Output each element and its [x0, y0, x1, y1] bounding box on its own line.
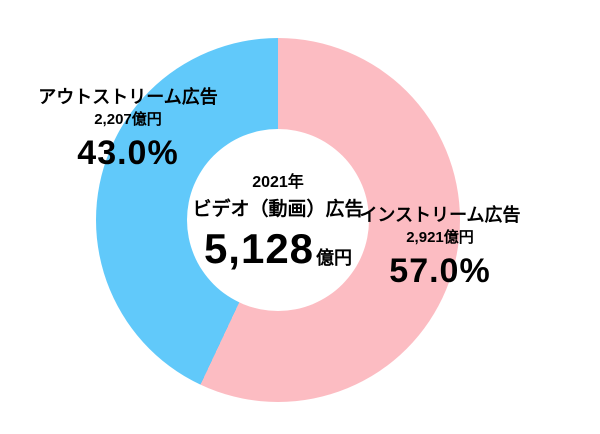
center-value: 5,128: [203, 224, 315, 272]
donut-hole: 2021年 ビデオ（動画）広告 5,128 億円: [187, 129, 369, 311]
segment-amount: 2,207億円: [94, 111, 162, 128]
center-year-label: 2021年: [252, 173, 304, 191]
segment-percent: 43.0%: [77, 134, 179, 172]
segment-label-instream: インストリーム広告 2,921億円 57.0%: [328, 204, 552, 290]
center-title: ビデオ（動画）広告: [192, 198, 364, 220]
center-unit: 億円: [316, 247, 353, 268]
segment-name: アウトストリーム広告: [38, 87, 218, 107]
segment-name: インストリーム広告: [359, 205, 521, 225]
center-value-row: 5,128 億円: [203, 224, 353, 272]
segment-amount: 2,921億円: [406, 229, 474, 246]
segment-percent: 57.0%: [389, 252, 491, 290]
segment-label-outstream: アウトストリーム広告 2,207億円 43.0%: [16, 86, 240, 172]
